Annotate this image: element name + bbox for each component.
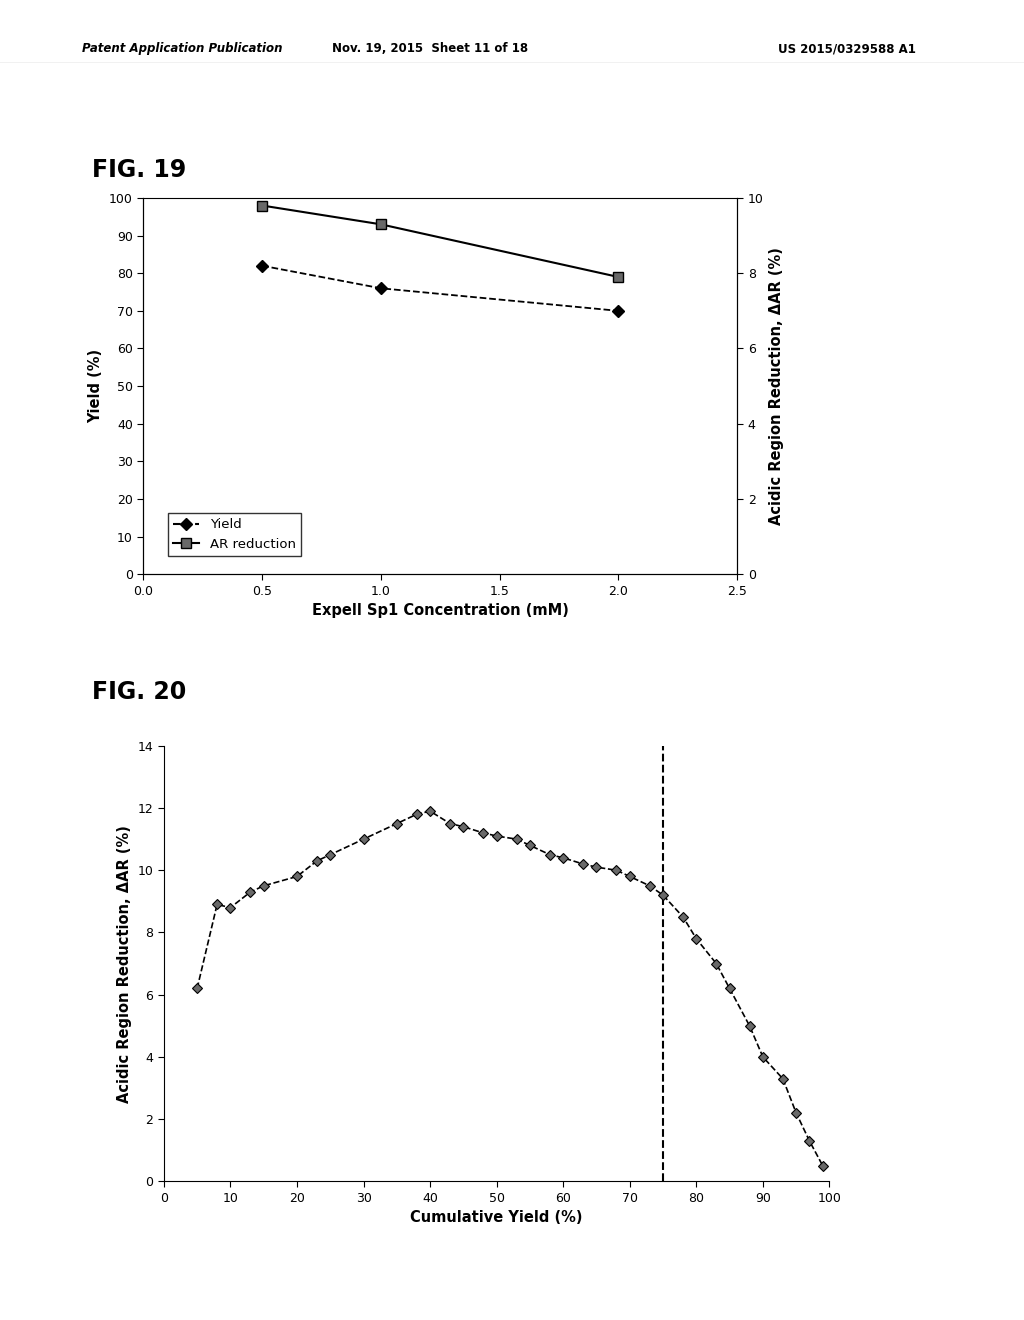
X-axis label: Cumulative Yield (%): Cumulative Yield (%) — [411, 1210, 583, 1225]
Legend: Yield, AR reduction: Yield, AR reduction — [168, 513, 301, 556]
Y-axis label: Yield (%): Yield (%) — [88, 348, 103, 424]
Y-axis label: Acidic Region Reduction, ΔAR (%): Acidic Region Reduction, ΔAR (%) — [117, 825, 132, 1102]
Text: FIG. 20: FIG. 20 — [92, 680, 186, 704]
X-axis label: Expell Sp1 Concentration (mM): Expell Sp1 Concentration (mM) — [312, 603, 568, 618]
Y-axis label: Acidic Region Reduction, ΔAR (%): Acidic Region Reduction, ΔAR (%) — [769, 247, 784, 525]
Text: Patent Application Publication: Patent Application Publication — [82, 42, 283, 55]
Text: Nov. 19, 2015  Sheet 11 of 18: Nov. 19, 2015 Sheet 11 of 18 — [332, 42, 528, 55]
Text: US 2015/0329588 A1: US 2015/0329588 A1 — [778, 42, 916, 55]
Text: FIG. 19: FIG. 19 — [92, 158, 186, 182]
